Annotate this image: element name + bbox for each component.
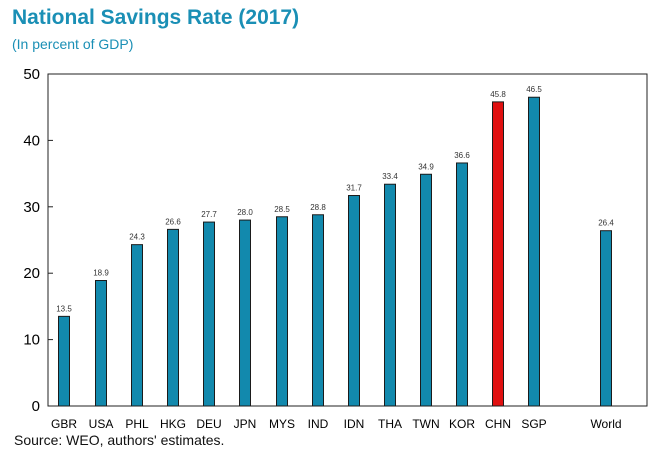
data-label-tha: 33.4 [382,172,398,181]
x-tick-label-jpn: JPN [234,417,257,431]
chart-subtitle: (In percent of GDP) [12,36,134,52]
x-tick-label-world: World [590,417,621,431]
bar-sgp [528,96,540,407]
bar-series: 13.5 18.9 24.3 26.6 27.7 28.0 28.5 28.8 31.7 33.4… [56,85,614,407]
bar-usa [95,280,107,407]
data-label-sgp: 46.5 [526,85,542,94]
source-note: Source: WEO, authors' estimates. [14,432,225,448]
x-tick-label-chn: CHN [485,417,511,431]
bar-ind [312,214,324,407]
bar-kor [456,162,468,407]
y-tick-label: 30 [23,199,40,216]
x-tick-label-tha: THA [378,417,402,431]
data-label-ind: 28.8 [310,203,326,212]
y-tick-label: 10 [23,332,40,349]
x-tick-label-kor: KOR [449,417,475,431]
x-tick-label-mys: MYS [269,417,295,431]
bar-mys [276,216,288,407]
data-label-hkg: 26.6 [165,217,181,226]
y-tick-label: 0 [32,398,40,415]
x-tick-label-twn: TWN [412,417,439,431]
bar-twn [420,173,432,407]
data-label-deu: 27.7 [201,210,217,219]
y-axis: 0 10 20 30 40 50 [23,66,53,415]
data-label-chn: 45.8 [490,90,506,99]
bar-chn [492,101,504,407]
x-axis: GBR USA PHL HKG DEU JPN MYS IND IDN THA TWN KOR CHN S… [51,417,622,431]
bar-jpn [239,219,251,407]
data-label-idn: 31.7 [346,184,362,193]
bar-gbr [58,315,70,407]
y-tick-label: 40 [23,132,40,149]
bar-deu [203,221,215,407]
chart-title: National Savings Rate (2017) [12,6,300,29]
data-label-jpn: 28.0 [237,208,253,217]
y-tick-label: 20 [23,265,40,282]
plot-area [47,73,648,407]
data-label-phl: 24.3 [129,233,145,242]
bar-phl [131,244,143,407]
bar-tha [384,183,396,407]
x-tick-label-ind: IND [308,417,329,431]
data-label-mys: 28.5 [274,205,290,214]
data-label-world: 26.4 [598,219,614,228]
y-tick-label: 50 [23,66,40,83]
x-tick-label-usa: USA [89,417,114,431]
x-tick-label-sgp: SGP [521,417,546,431]
data-label-kor: 36.6 [454,151,470,160]
x-tick-label-idn: IDN [344,417,365,431]
bar-world [600,230,612,407]
x-tick-label-deu: DEU [196,417,221,431]
x-tick-label-hkg: HKG [160,417,186,431]
x-tick-label-gbr: GBR [51,417,77,431]
bar-idn [348,195,360,407]
data-label-gbr: 13.5 [56,304,72,313]
x-tick-label-phl: PHL [125,417,149,431]
data-label-twn: 34.9 [418,162,434,171]
data-label-usa: 18.9 [93,269,109,278]
bar-hkg [167,228,179,407]
